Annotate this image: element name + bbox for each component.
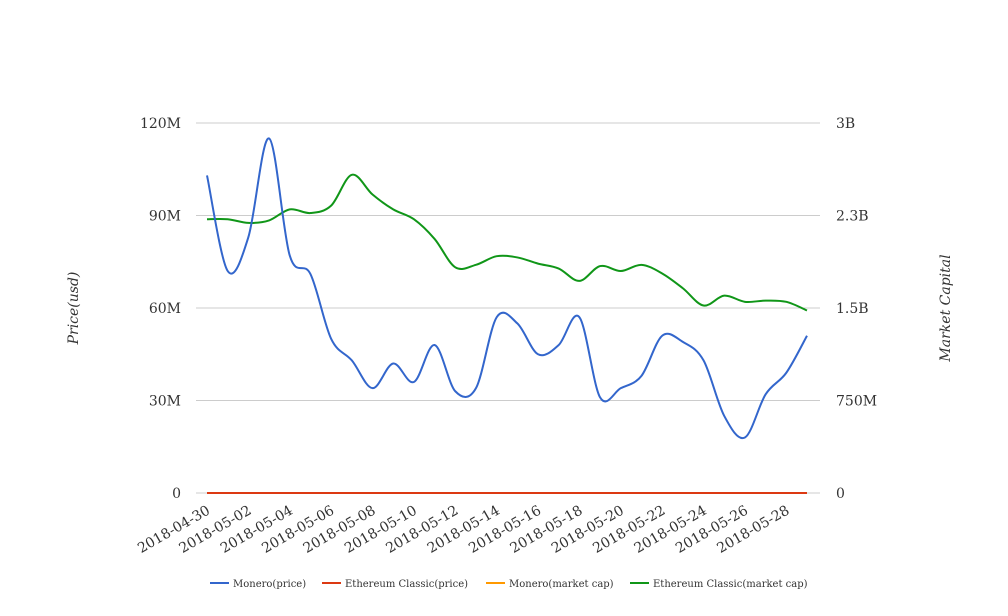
gridlines (196, 122, 820, 494)
y-tick-label: 120M (140, 116, 181, 132)
y-tick-label: 0 (172, 486, 181, 502)
series-line-monero-price (206, 137, 808, 440)
y2-tick-label: 1.5B (836, 301, 869, 317)
legend-label: Monero(price) (233, 579, 306, 590)
y2-tick-label: 0 (836, 486, 845, 502)
y-tick-label: 60M (149, 301, 181, 317)
left-axis-ticks: 0 30M 60M 90M 120M (140, 116, 181, 502)
y-tick-label: 30M (149, 394, 181, 410)
x-axis-ticks: 2018-04-302018-05-022018-05-042018-05-06… (135, 503, 792, 557)
y-tick-label: 90M (149, 209, 181, 225)
legend-label: Ethereum Classic(price) (345, 579, 468, 590)
y2-tick-label: 2.3B (836, 209, 869, 225)
y2-tick-label: 3B (836, 116, 855, 132)
y-axis-title: Price(usd) (66, 272, 82, 346)
series-lines (206, 137, 808, 495)
y2-axis-title: Market Capital (938, 254, 954, 362)
series-line-ethereum-classic-market-cap (206, 173, 808, 312)
legend-label: Monero(market cap) (509, 579, 614, 590)
legend: Monero(price) Ethereum Classic(price) Mone… (210, 579, 808, 590)
right-axis-ticks: 0 750M 1.5B 2.3B 3B (836, 116, 877, 502)
y2-tick-label: 750M (836, 394, 877, 410)
legend-label: Ethereum Classic(market cap) (653, 579, 808, 590)
